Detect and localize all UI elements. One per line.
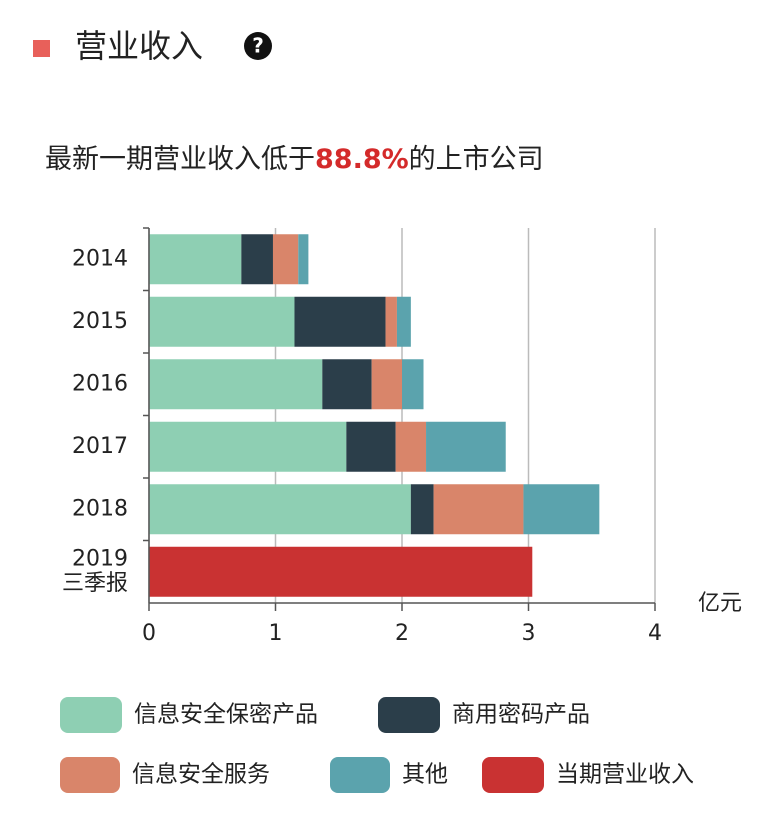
legend-label: 其他 <box>402 762 448 788</box>
bar-segment <box>294 296 386 347</box>
legend-item: 当期营业收入 <box>482 757 694 793</box>
bar-segment <box>241 234 273 285</box>
legend-item: 信息安全保密产品 <box>60 697 318 733</box>
legend-swatch <box>482 757 544 793</box>
x-unit: 亿元 <box>698 591 742 616</box>
bar-segment <box>149 484 411 535</box>
legend-item: 信息安全服务 <box>60 757 270 793</box>
x-tick-label: 1 <box>269 621 283 646</box>
legend-swatch <box>330 757 390 793</box>
legend-label: 当期营业收入 <box>556 762 694 788</box>
bar-segment <box>523 484 600 535</box>
legend-item: 商用密码产品 <box>378 697 590 733</box>
bar-segment <box>426 421 506 472</box>
svg-text:?: ? <box>252 34 264 58</box>
x-tick-label: 0 <box>142 621 156 646</box>
subtitle-after: 的上市公司 <box>409 144 544 175</box>
bar-segment <box>346 421 396 472</box>
bar-segment <box>433 484 524 535</box>
bar-segment <box>149 234 242 285</box>
legend-swatch <box>60 697 122 733</box>
bar-segment <box>298 234 309 285</box>
bar-segment <box>395 421 427 472</box>
legend-item: 其他 <box>330 757 448 793</box>
y-tick-label: 2017 <box>72 434 128 459</box>
legend-label: 信息安全服务 <box>132 762 270 788</box>
legend-swatch <box>378 697 440 733</box>
bar-segment <box>149 546 533 597</box>
bar-segment <box>149 359 323 410</box>
subtitle-before: 最新一期营业收入低于 <box>45 144 315 175</box>
title-marker <box>33 40 50 57</box>
bar-segment <box>402 359 424 410</box>
bar-segment <box>371 359 402 410</box>
legend-swatch <box>60 757 120 793</box>
y-tick-label: 2018 <box>72 496 128 521</box>
y-tick-label: 2019 三季报 <box>62 547 128 596</box>
bar-segment <box>272 234 299 285</box>
y-tick-label: 2014 <box>72 246 128 271</box>
x-tick-label: 4 <box>648 621 662 646</box>
subtitle-highlight: 88.8% <box>315 144 409 175</box>
legend-label: 信息安全保密产品 <box>134 702 318 728</box>
y-tick-label: 2015 <box>72 309 128 334</box>
y-tick-label: 2016 <box>72 371 128 396</box>
legend-label: 商用密码产品 <box>452 702 590 728</box>
bar-segment <box>385 296 397 347</box>
help-icon[interactable]: ? <box>244 32 272 60</box>
bar-segment <box>410 484 434 535</box>
bar-segment <box>149 296 295 347</box>
chart-title: 营业收入 <box>75 27 203 65</box>
x-tick-label: 3 <box>522 621 536 646</box>
bar-segment <box>149 421 347 472</box>
bar-segment <box>322 359 372 410</box>
subtitle: 最新一期营业收入低于88.8%的上市公司 <box>45 144 544 175</box>
bar-segment <box>396 296 411 347</box>
x-tick-label: 2 <box>395 621 409 646</box>
